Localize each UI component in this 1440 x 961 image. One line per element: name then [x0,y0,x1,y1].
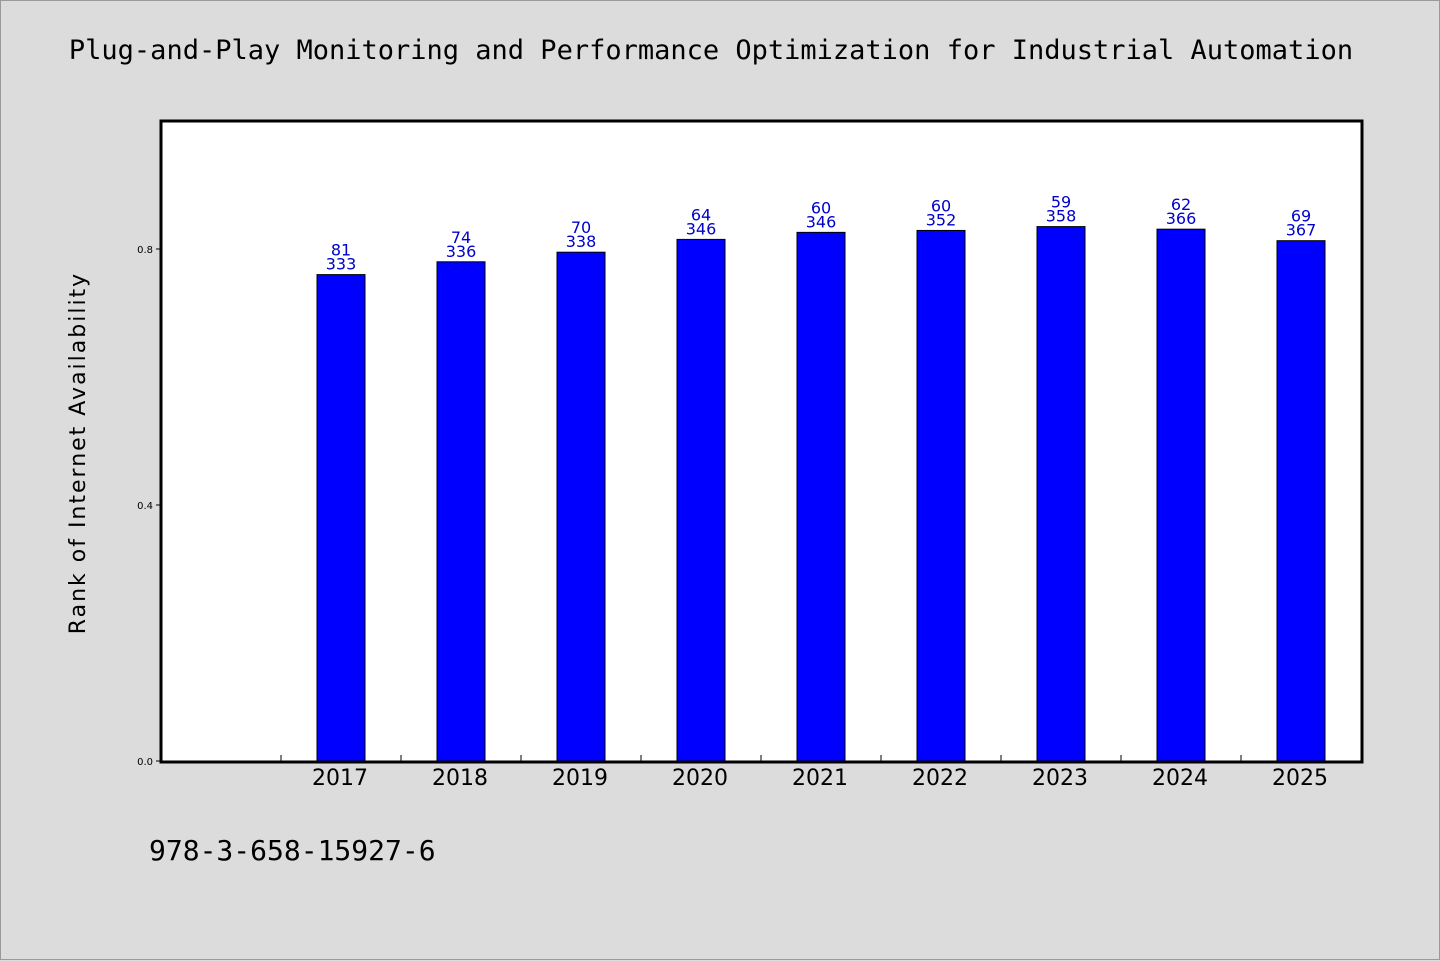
bar-2024 [1156,228,1206,762]
x-tick-label-2021: 2021 [792,766,848,791]
bar-label-top-2018: 74 [451,228,471,247]
bar-label-top-2022: 60 [931,196,951,215]
y-tick-label: 0.8 [137,245,153,256]
bar-label-bottom-2025: 367 [1286,221,1317,240]
x-tick-label-2025: 2025 [1272,766,1328,791]
bar-label-bottom-2020: 346 [686,219,717,238]
bar-label-top-2023: 59 [1051,193,1071,212]
x-tick-label-2024: 2024 [1152,766,1208,791]
bar-label-top-2025: 69 [1291,207,1311,226]
x-tick-label-2023: 2023 [1032,766,1088,791]
y-tick-label: 0.4 [137,501,153,512]
bar-label-top-2020: 64 [691,205,711,224]
labels-layer: 8133320177433620187033820196434620206034… [312,193,1328,791]
bar-label-bottom-2022: 352 [926,210,957,229]
bar-label-top-2019: 70 [571,218,591,237]
x-tick-label-2019: 2019 [552,766,608,791]
bar-label-bottom-2017: 333 [326,255,357,274]
x-tick-label-2018: 2018 [432,766,488,791]
bar-2022 [916,229,966,762]
bar-label-top-2017: 81 [331,241,351,260]
bar-label-bottom-2024: 366 [1166,209,1197,228]
x-tick-label-2020: 2020 [672,766,728,791]
bar-2021 [796,231,846,762]
x-tick-label-2017: 2017 [312,766,368,791]
bar-label-bottom-2019: 338 [566,232,597,251]
bar-label-bottom-2023: 358 [1046,207,1077,226]
x-tick-label-2022: 2022 [912,766,968,791]
bar-2018 [436,261,486,762]
bar-2017 [316,274,366,762]
bar-label-top-2021: 60 [811,198,831,217]
bar-2023 [1036,226,1086,762]
bar-label-top-2024: 62 [1171,195,1191,214]
ticks-layer: 0.0 0.4 0.8 [137,245,1242,768]
y-axis-label: Rank of Internet Availability [66,272,91,634]
bar-label-bottom-2021: 346 [806,212,837,231]
bars-layer [316,226,1326,762]
bar-2020 [676,238,726,762]
bar-label-bottom-2018: 336 [446,242,477,261]
y-tick-label: 0.0 [137,757,153,768]
chart-title: Plug-and-Play Monitoring and Performance… [68,35,1354,66]
isbn-label: 978-3-658-15927-6 [149,834,436,867]
bar-2025 [1276,240,1326,762]
bar-2019 [556,251,606,762]
